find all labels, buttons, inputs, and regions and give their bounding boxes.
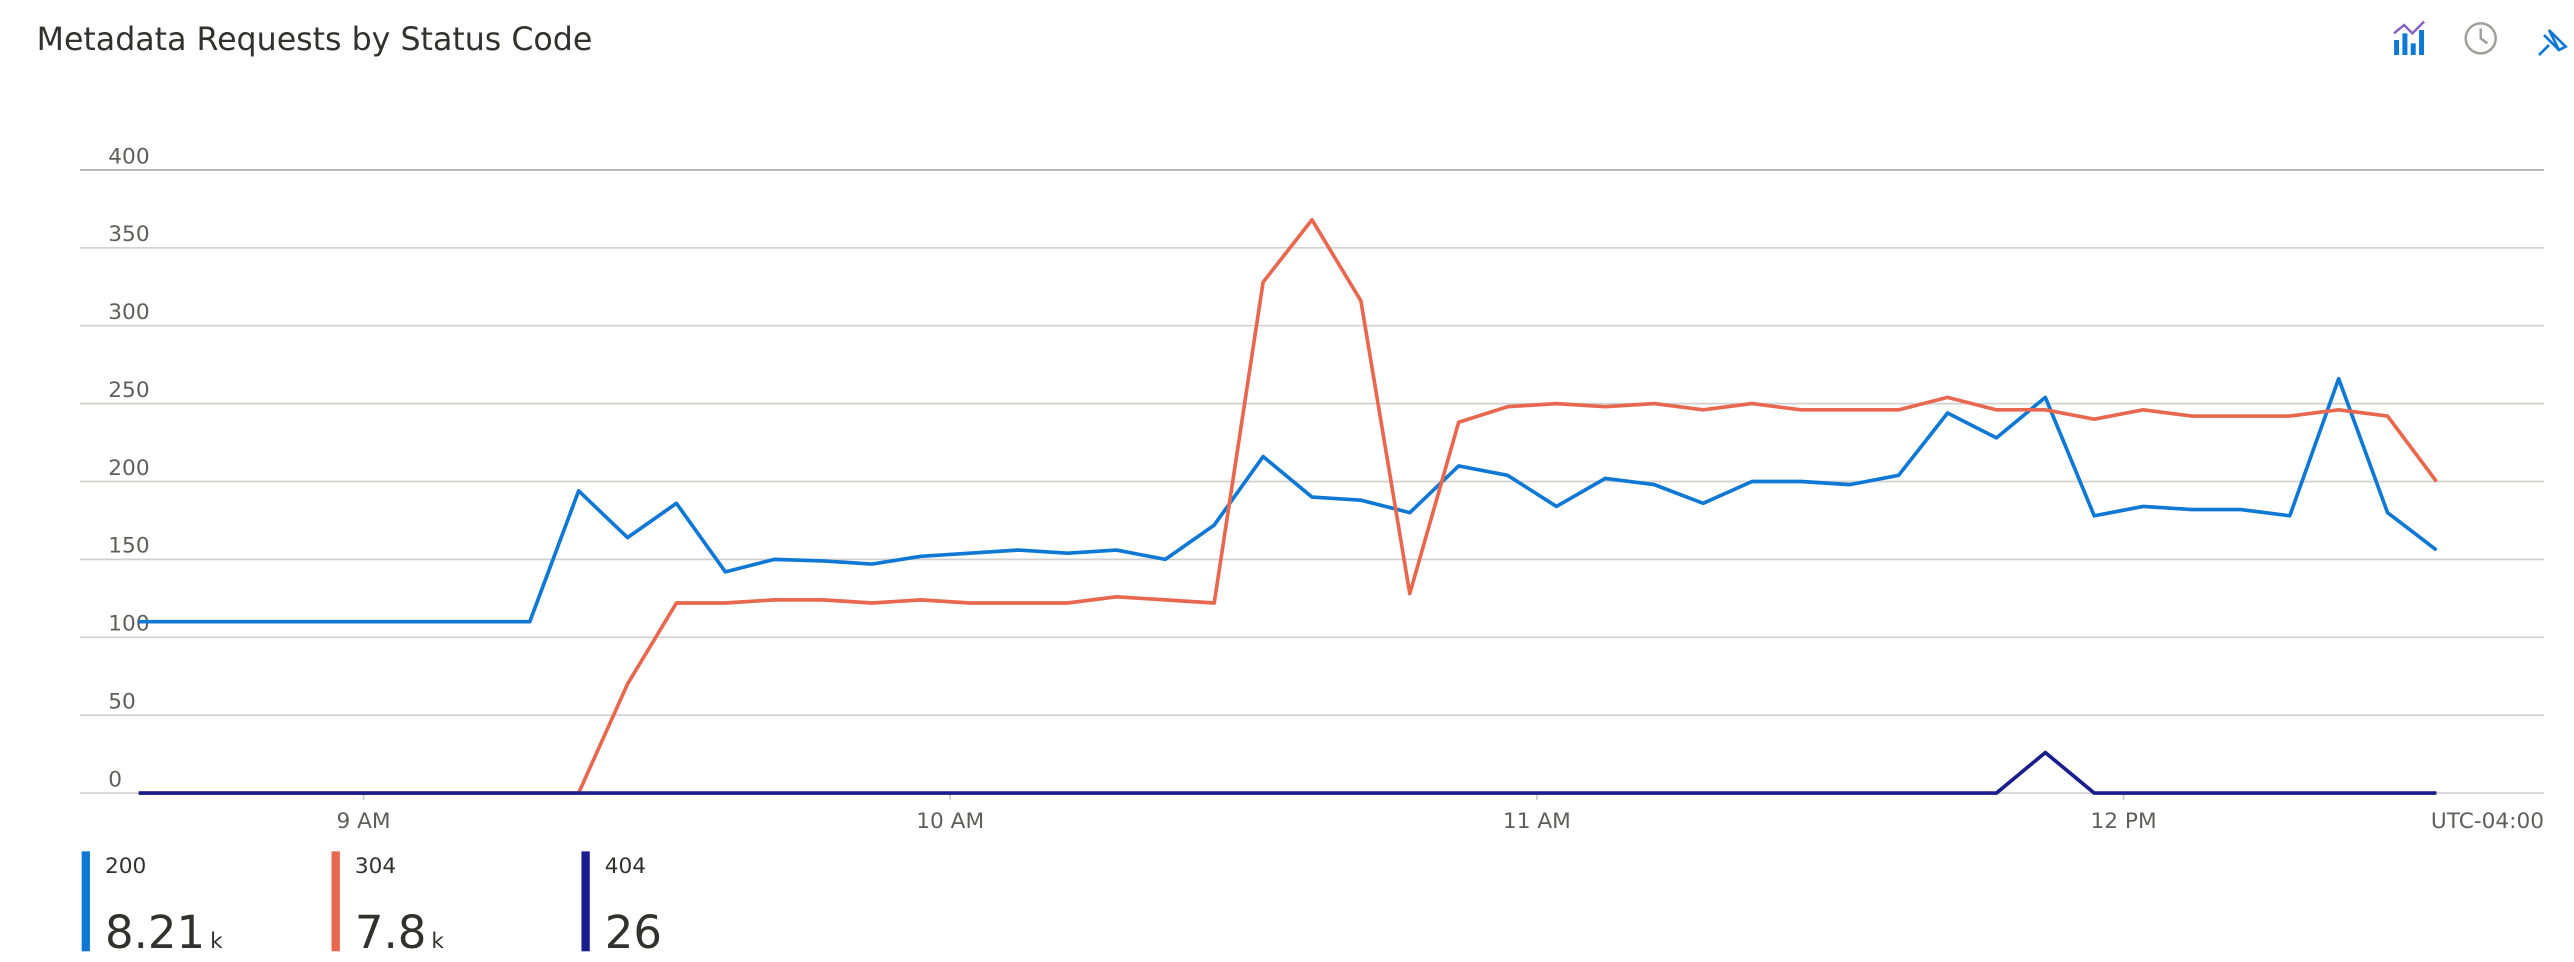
y-tick-label: 200 (108, 456, 149, 481)
legend-swatch (581, 851, 590, 952)
series-line (138, 376, 2438, 624)
y-tick-label: 100 (108, 612, 149, 637)
metrics-icon[interactable] (2393, 20, 2425, 55)
total-value: 8.21 (105, 906, 205, 958)
legend-total: 26 (605, 906, 662, 958)
x-tick-label: 12 PM (2090, 809, 2156, 834)
legend-total: 8.21 k (105, 906, 223, 958)
legend-swatch (331, 851, 340, 952)
legend-total: 7.8 k (355, 906, 445, 958)
legend-item[interactable]: 404 26 (581, 851, 662, 959)
y-tick-label: 250 (108, 378, 149, 403)
pin-icon[interactable] (2538, 29, 2568, 56)
toolbar[interactable] (2393, 20, 2568, 56)
legend-name: 200 (105, 854, 146, 879)
total-unit: k (431, 929, 444, 954)
y-tick-label: 50 (108, 689, 136, 714)
y-tick-label: 350 (108, 222, 149, 247)
x-tick-label: 11 AM (1503, 809, 1571, 834)
plot-area: 0 50 100 150 200 250 300 350 400 9 AM 10 AM 11 AM 12… (79, 144, 2545, 834)
total-unit: k (210, 929, 223, 954)
legend-item[interactable]: 304 7.8 k (331, 851, 445, 959)
legend-swatch (81, 851, 90, 952)
history-icon[interactable] (2464, 22, 2497, 55)
legend-item[interactable]: 200 8.21 k (81, 851, 223, 959)
x-tick-label: 10 AM (916, 809, 984, 834)
y-tick-label: 400 (108, 144, 149, 169)
total-value: 7.8 (355, 906, 427, 958)
legend-name: 404 (605, 854, 646, 879)
x-tick-label: 9 AM (336, 809, 390, 834)
timezone-label: UTC-04:00 (2431, 809, 2544, 834)
y-tick-label: 150 (108, 534, 149, 559)
total-value: 26 (605, 906, 662, 958)
legend-name: 304 (355, 854, 396, 879)
chart-title: Metadata Requests by Status Code (37, 22, 593, 58)
y-tick-label: 0 (108, 767, 122, 792)
series-line (138, 750, 2437, 795)
y-tick-label: 300 (108, 300, 149, 325)
